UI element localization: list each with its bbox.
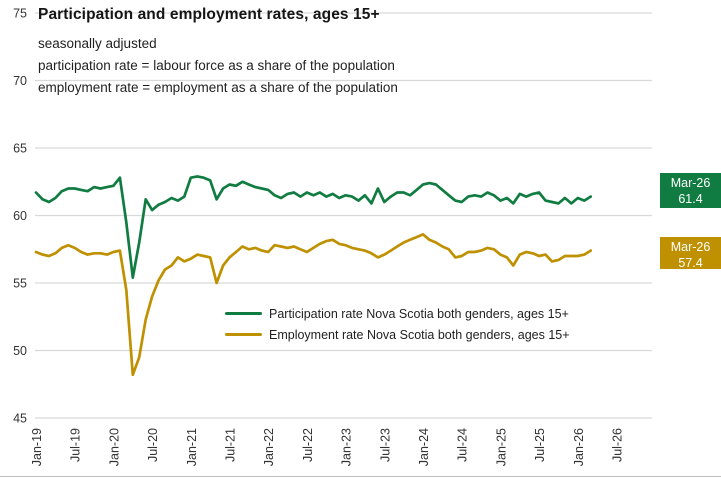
x-tick-label-Jul-19: Jul-19 xyxy=(69,428,83,462)
x-tick-label-Jan-21: Jan-21 xyxy=(185,428,199,466)
legend-label-participation: Participation rate Nova Scotia both gend… xyxy=(269,306,569,321)
y-tick-label-65: 65 xyxy=(13,142,27,156)
x-tick-label-Jul-21: Jul-21 xyxy=(224,428,238,462)
x-tick-label-Jul-26: Jul-26 xyxy=(611,428,625,462)
participation-rate-line xyxy=(34,175,593,279)
x-tick-label-Jul-22: Jul-22 xyxy=(301,428,315,462)
employment-label-period: Mar-26 xyxy=(670,240,711,254)
y-tick-label-55: 55 xyxy=(13,277,27,291)
y-tick-label-60: 60 xyxy=(13,209,27,223)
subtitle-participation-definition: participation rate = labour force as a s… xyxy=(38,58,395,73)
x-tick-label-Jul-23: Jul-23 xyxy=(378,428,392,462)
x-tick-label-Jul-25: Jul-25 xyxy=(533,428,547,462)
y-tick-label-45: 45 xyxy=(13,412,27,426)
employment-line-swatch xyxy=(225,333,262,336)
x-tick-label-Jan-19: Jan-19 xyxy=(30,428,44,466)
x-tick-label-Jan-23: Jan-23 xyxy=(340,428,354,466)
participation-label-period: Mar-26 xyxy=(670,176,711,190)
participation-data-label: Mar-26 61.4 xyxy=(660,173,721,208)
participation-line-swatch xyxy=(225,312,262,315)
employment-label-value: 57.4 xyxy=(678,256,703,270)
chart-frame-bottom-border xyxy=(0,476,721,477)
subtitle-seasonally-adjusted: seasonally adjusted xyxy=(38,36,157,51)
chart-title: Participation and employment rates, ages… xyxy=(38,6,380,23)
legend-item-participation: Participation rate Nova Scotia both gend… xyxy=(225,303,570,324)
y-tick-label-75: 75 xyxy=(13,7,27,21)
x-tick-label-Jul-24: Jul-24 xyxy=(456,428,470,462)
subtitle-employment-definition: employment rate = employment as a share … xyxy=(38,80,398,95)
employment-data-label: Mar-26 57.4 xyxy=(660,237,721,270)
legend-item-employment: Employment rate Nova Scotia both genders… xyxy=(225,324,570,345)
legend-label-employment: Employment rate Nova Scotia both genders… xyxy=(269,327,570,342)
x-tick-label-Jan-22: Jan-22 xyxy=(262,428,276,466)
x-tick-label-Jan-26: Jan-26 xyxy=(572,428,586,466)
legend: Participation rate Nova Scotia both gend… xyxy=(225,303,570,345)
x-tick-label-Jan-25: Jan-25 xyxy=(494,428,508,466)
x-tick-label-Jan-20: Jan-20 xyxy=(107,428,121,466)
x-tick-label-Jan-24: Jan-24 xyxy=(417,428,431,466)
employment-rate-line xyxy=(34,233,593,377)
chart-subtitles: seasonally adjusted participation rate =… xyxy=(38,33,398,99)
x-tick-label-Jul-20: Jul-20 xyxy=(146,428,160,462)
y-tick-label-50: 50 xyxy=(13,344,27,358)
y-tick-label-70: 70 xyxy=(13,74,27,88)
participation-label-value: 61.4 xyxy=(678,192,703,206)
